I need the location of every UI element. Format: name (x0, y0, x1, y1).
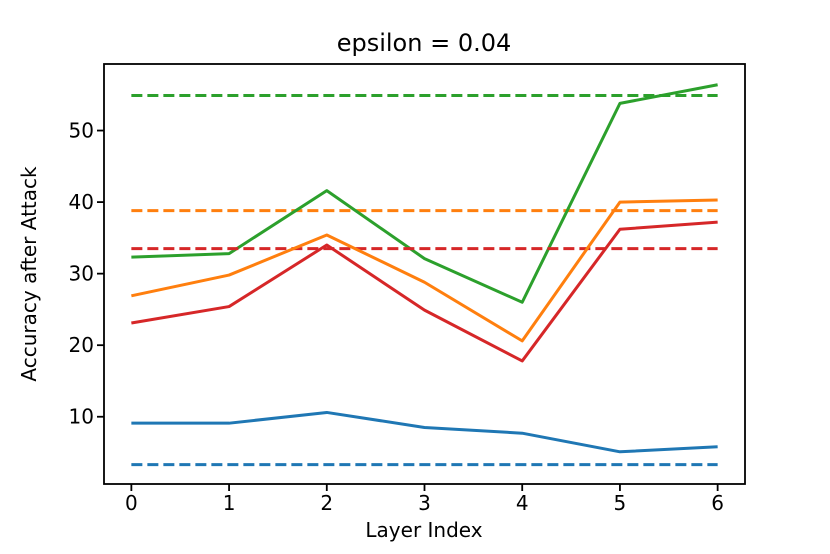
x-tick-label-6: 6 (711, 491, 724, 515)
x-tick-label-5: 5 (614, 491, 627, 515)
x-tick-labels: 0 1 2 3 4 5 6 (125, 491, 724, 515)
plot-area (104, 64, 745, 484)
series-line-orange-solid (131, 198, 718, 343)
x-tick-label-3: 3 (418, 491, 431, 515)
y-tick-label-30: 30 (69, 262, 94, 286)
x-tick-label-0: 0 (125, 491, 138, 515)
x-tick-label-1: 1 (223, 491, 236, 515)
series-line-blue-solid (131, 410, 718, 454)
axis-ticks (97, 129, 719, 491)
x-tick-label-4: 4 (516, 491, 529, 515)
chart-title: epsilon = 0.04 (337, 29, 512, 57)
series-line-green-solid (131, 83, 718, 304)
x-tick-label-2: 2 (320, 491, 333, 515)
y-tick-label-20: 20 (69, 333, 94, 357)
y-tick-label-50: 50 (69, 119, 94, 143)
chart-lines (131, 83, 718, 467)
y-tick-label-40: 40 (69, 190, 94, 214)
series-line-red-solid (131, 220, 718, 363)
y-tick-label-10: 10 (69, 405, 94, 429)
y-tick-labels: 10 20 30 40 50 (69, 119, 94, 429)
x-axis-label: Layer Index (365, 518, 482, 542)
y-axis-label: Accuracy after Attack (17, 166, 41, 382)
